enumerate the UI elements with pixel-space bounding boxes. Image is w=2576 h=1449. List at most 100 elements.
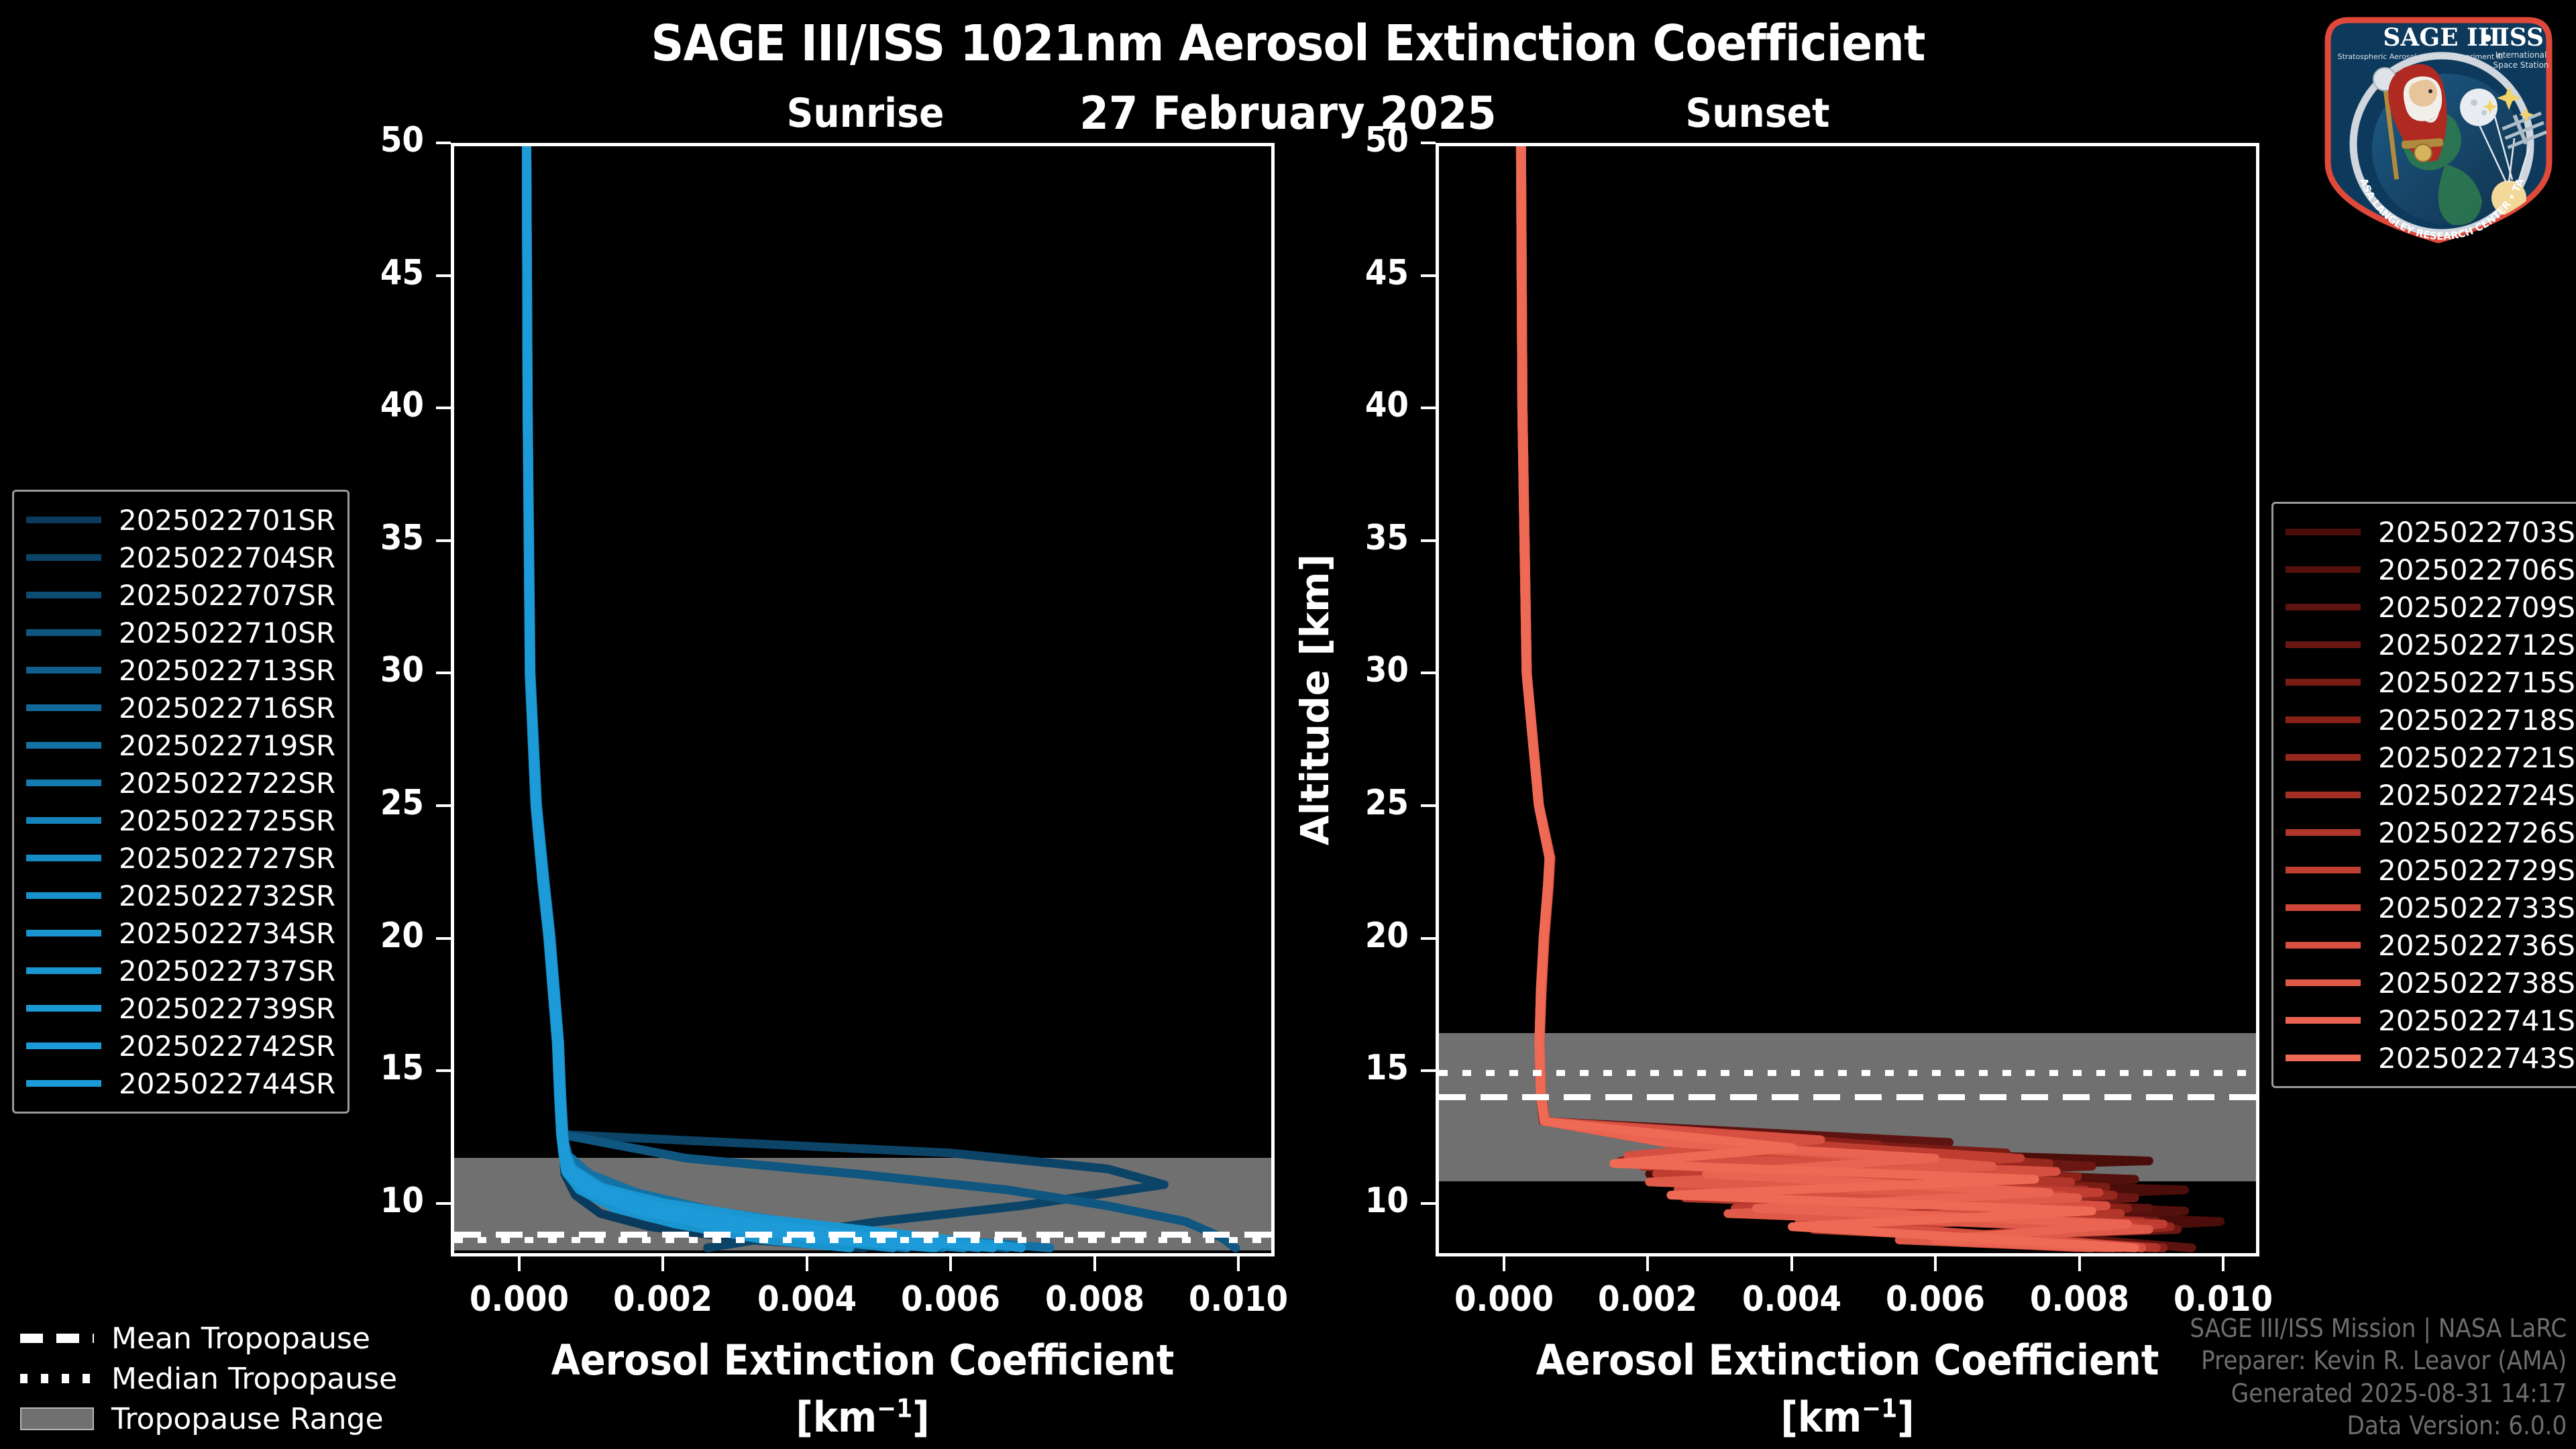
sunrise-plot-frame — [451, 143, 1275, 1256]
sunset-plot-panel: 10 15 20 25 30 35 40 45 50 0.000 0.002 0.004 0.006 0.… — [1292, 120, 2273, 1442]
mean-tropopause-label: Mean Tropopause — [111, 1321, 370, 1356]
sunrise-legend: 2025022701SR 2025022704SR 2025022707SR 2025… — [12, 490, 350, 1114]
x-tick-mark — [1237, 1256, 1240, 1271]
legend-line-swatch-icon — [2286, 867, 2361, 873]
page-title: SAGE III/ISS 1021nm Aerosol Extinction C… — [651, 15, 1925, 72]
sunset-legend-item[interactable]: 2025022712SS — [2286, 626, 2576, 663]
sunset-legend-item[interactable]: 2025022715SS — [2286, 663, 2576, 701]
x-tick-mark — [1502, 1256, 1505, 1271]
x-tick-label: 0.000 — [1454, 1279, 1554, 1320]
x-tick-label: 0.004 — [1741, 1279, 1841, 1320]
legend-item-label: 2025022703SS — [2378, 515, 2576, 549]
sunrise-legend-item[interactable]: 2025022732SR — [26, 877, 335, 914]
sage-iii-iss-logo: SAGE III • ISS Stratospheric Aerosol and… — [2304, 0, 2569, 248]
legend-line-swatch-icon — [2286, 792, 2361, 798]
y-tick-label: 15 — [380, 1048, 424, 1089]
sunrise-legend-item[interactable]: 2025022719SR — [26, 727, 335, 764]
legend-line-swatch-icon — [26, 554, 101, 561]
profile-line — [1517, 146, 2147, 1252]
logo-iss-text: ISS — [2498, 23, 2544, 52]
sunset-legend-item[interactable]: 2025022743SS — [2286, 1039, 2576, 1077]
legend-line-swatch-icon — [2286, 979, 2361, 986]
legend-line-swatch-icon — [26, 780, 101, 786]
sunrise-legend-item[interactable]: 2025022744SR — [26, 1065, 335, 1102]
x-tick-mark — [661, 1256, 665, 1271]
legend-item-label: 2025022744SR — [119, 1067, 336, 1100]
y-tick-label: 45 — [1364, 252, 1409, 293]
y-axis-label: Altitude [km] — [1292, 553, 1338, 846]
legend-line-swatch-icon — [2286, 1017, 2361, 1024]
sunset-legend-item[interactable]: 2025022736SS — [2286, 926, 2576, 964]
sunrise-legend-item[interactable]: 2025022713SR — [26, 651, 335, 689]
profile-line — [1516, 146, 2168, 1252]
sunrise-legend-item[interactable]: 2025022727SR — [26, 839, 335, 877]
profile-line — [521, 146, 941, 1252]
mean-tropopause-line-icon — [20, 1334, 94, 1343]
y-tick-label: 35 — [1364, 517, 1409, 558]
legend-item-label: 2025022733SS — [2378, 891, 2576, 924]
profile-line — [1515, 146, 2139, 1252]
sunset-plot-frame — [1436, 143, 2259, 1256]
sunrise-legend-item[interactable]: 2025022707SR — [26, 576, 335, 614]
date-subtitle: 27 February 2025 — [1079, 87, 1497, 140]
sunrise-legend-item[interactable]: 2025022742SR — [26, 1027, 335, 1065]
sunrise-legend-item[interactable]: 2025022737SR — [26, 952, 335, 989]
profile-line — [521, 146, 948, 1252]
legend-item-label: 2025022742SR — [119, 1029, 336, 1063]
x-tick-label: 0.008 — [2029, 1279, 2129, 1320]
sunrise-legend-item[interactable]: 2025022722SR — [26, 764, 335, 802]
sunrise-legend-item[interactable]: 2025022739SR — [26, 989, 335, 1027]
legend-item-label: 2025022727SR — [119, 841, 336, 875]
sunrise-legend-item[interactable]: 2025022725SR — [26, 802, 335, 839]
sunset-legend-item[interactable]: 2025022706SS — [2286, 551, 2576, 588]
credits-mission: SAGE III/ISS Mission | NASA LaRC — [2190, 1313, 2567, 1343]
legend-line-swatch-icon — [2286, 1055, 2361, 1061]
legend-line-swatch-icon — [26, 1080, 101, 1087]
x-tick-label: 0.010 — [1189, 1279, 1289, 1320]
sunrise-legend-item[interactable]: 2025022710SR — [26, 614, 335, 651]
sunrise-legend-item[interactable]: 2025022734SR — [26, 914, 335, 952]
sunset-legend-item[interactable]: 2025022729SS — [2286, 851, 2576, 889]
profile-line — [1517, 146, 2139, 1252]
profile-line — [523, 146, 998, 1252]
profile-line — [521, 146, 937, 1252]
sunset-legend-item[interactable]: 2025022738SS — [2286, 964, 2576, 1002]
sunrise-legend-item[interactable]: 2025022701SR — [26, 501, 335, 539]
sunset-legend-item[interactable]: 2025022724SS — [2286, 776, 2576, 814]
tropopause-median-key: Median Tropopause — [20, 1358, 397, 1399]
x-tick-label: 0.006 — [1886, 1279, 1986, 1320]
legend-line-swatch-icon — [26, 892, 101, 899]
legend-item-label: 2025022710SR — [119, 616, 336, 649]
y-tick-mark — [436, 142, 451, 144]
legend-line-swatch-icon — [26, 742, 101, 749]
sunset-legend-item[interactable]: 2025022726SS — [2286, 814, 2576, 851]
sunset-legend-item[interactable]: 2025022709SS — [2286, 588, 2576, 626]
y-tick-label: 50 — [380, 120, 424, 160]
x-tick-mark — [2078, 1256, 2081, 1271]
sunset-legend-item[interactable]: 2025022703SS — [2286, 513, 2576, 551]
y-tick-mark — [1421, 936, 1436, 940]
y-tick-mark — [436, 804, 451, 808]
profile-line — [1517, 146, 2161, 1252]
sunset-legend-item[interactable]: 2025022718SS — [2286, 701, 2576, 739]
median-tropopause-label: Median Tropopause — [111, 1361, 398, 1396]
y-tick-label: 10 — [380, 1180, 424, 1221]
sunset-legend-item[interactable]: 2025022733SS — [2286, 889, 2576, 926]
profile-line — [523, 146, 983, 1252]
unit-pre: [km — [796, 1393, 877, 1442]
y-tick-label: 45 — [380, 252, 424, 293]
profile-line — [523, 146, 1026, 1252]
profile-line — [523, 146, 1012, 1252]
x-tick-label: 0.008 — [1044, 1279, 1144, 1320]
sunrise-legend-item[interactable]: 2025022704SR — [26, 539, 335, 576]
sunrise-legend-item[interactable]: 2025022716SR — [26, 689, 335, 727]
y-tick-label: 40 — [1364, 385, 1409, 426]
sunset-legend-item[interactable]: 2025022721SS — [2286, 739, 2576, 776]
median-tropopause-line-icon — [20, 1374, 94, 1383]
mean-tropopause-line — [1439, 1093, 2256, 1100]
sunset-legend-item[interactable]: 2025022741SS — [2286, 1002, 2576, 1039]
tropopause-range-swatch-icon — [20, 1407, 94, 1430]
legend-item-label: 2025022719SR — [119, 729, 336, 762]
x-tick-label: 0.004 — [757, 1279, 857, 1320]
legend-item-label: 2025022716SR — [119, 691, 336, 724]
